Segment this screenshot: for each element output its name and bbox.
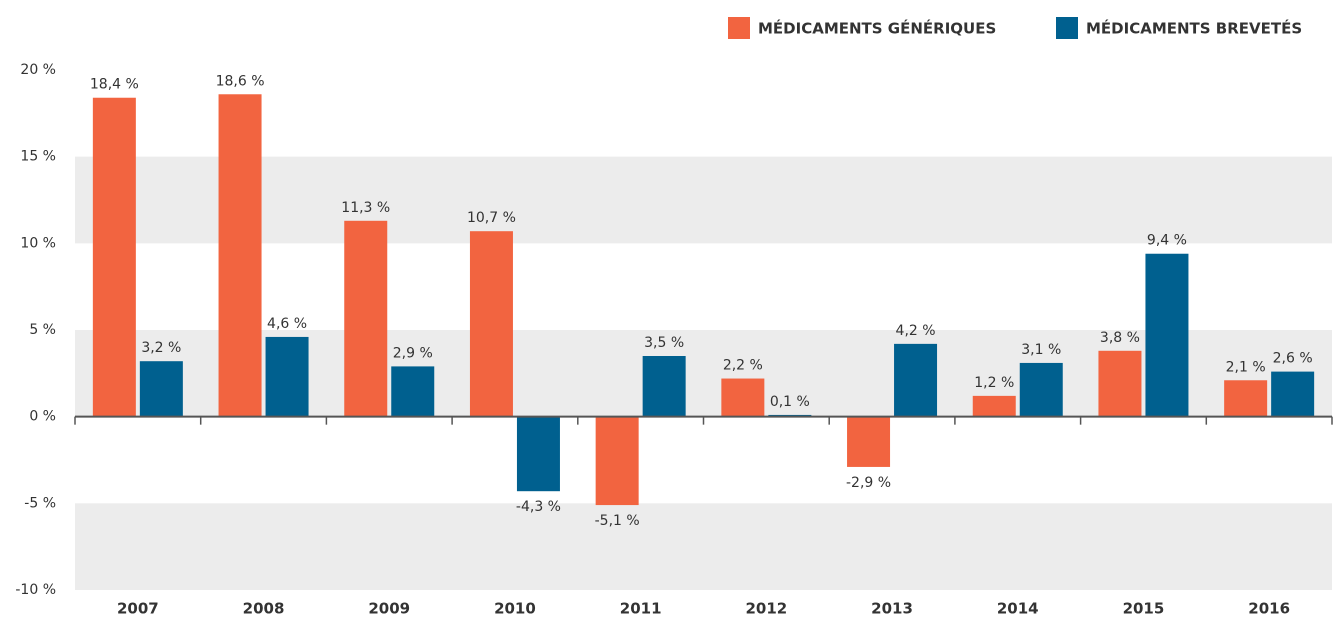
y-tick-label: 15 % xyxy=(20,149,56,165)
bar xyxy=(847,416,891,467)
x-tick-label: 2011 xyxy=(620,600,662,618)
legend-label: MÉDICAMENTS GÉNÉRIQUES xyxy=(758,19,996,38)
bar xyxy=(265,336,309,417)
value-label: -5,1 % xyxy=(595,513,640,529)
value-label: 2,9 % xyxy=(393,345,433,361)
bar xyxy=(391,366,435,417)
x-tick-label: 2010 xyxy=(494,600,536,618)
value-label: 0,1 % xyxy=(770,394,810,410)
bar xyxy=(1271,371,1315,417)
bar xyxy=(972,395,1016,417)
value-label: 4,2 % xyxy=(896,323,936,339)
grid-band xyxy=(75,503,1332,590)
bar xyxy=(92,97,136,417)
y-tick-label: 10 % xyxy=(20,235,56,251)
legend-swatch xyxy=(1056,17,1078,39)
value-label: -2,9 % xyxy=(846,475,891,491)
value-label: 9,4 % xyxy=(1147,233,1187,249)
y-tick-label: 20 % xyxy=(20,62,56,78)
value-label: 3,8 % xyxy=(1100,330,1140,346)
bar xyxy=(218,94,262,417)
bar xyxy=(139,361,183,417)
legend-label: MÉDICAMENTS BREVETÉS xyxy=(1086,19,1302,38)
bar xyxy=(721,378,765,417)
value-label: 1,2 % xyxy=(974,375,1014,391)
value-label: 2,1 % xyxy=(1226,359,1266,375)
value-label: -4,3 % xyxy=(516,499,561,515)
legend-swatch xyxy=(728,17,750,39)
y-tick-label: -5 % xyxy=(24,495,56,511)
value-label: 10,7 % xyxy=(467,210,516,226)
value-label: 3,1 % xyxy=(1021,342,1061,358)
value-label: 11,3 % xyxy=(341,200,390,216)
x-tick-label: 2012 xyxy=(745,600,787,618)
value-label: 2,2 % xyxy=(723,358,763,374)
x-tick-label: 2013 xyxy=(871,600,913,618)
x-tick-label: 2008 xyxy=(243,600,285,618)
value-label: 18,6 % xyxy=(216,73,265,89)
x-tick-label: 2016 xyxy=(1248,600,1290,618)
bar xyxy=(642,356,686,417)
bar xyxy=(1019,362,1063,417)
x-tick-label: 2014 xyxy=(997,600,1039,618)
x-tick-label: 2015 xyxy=(1123,600,1165,618)
grid-band xyxy=(75,156,1332,244)
y-tick-label: 5 % xyxy=(29,322,56,338)
value-label: 18,4 % xyxy=(90,77,139,93)
bar xyxy=(1098,350,1142,417)
bar xyxy=(1224,380,1268,417)
grid-band xyxy=(75,330,1332,417)
y-tick-label: -10 % xyxy=(15,582,56,598)
bar xyxy=(595,416,639,506)
bar xyxy=(344,220,388,417)
x-tick-label: 2007 xyxy=(117,600,159,618)
y-tick-label: 0 % xyxy=(29,409,56,425)
x-tick-label: 2009 xyxy=(368,600,410,618)
value-label: 3,2 % xyxy=(141,340,181,356)
bar xyxy=(1145,253,1189,417)
value-label: 4,6 % xyxy=(267,316,307,332)
value-label: 3,5 % xyxy=(644,335,684,351)
bar xyxy=(469,231,513,417)
bar xyxy=(516,416,560,492)
bar xyxy=(894,343,938,417)
value-label: 2,6 % xyxy=(1273,351,1313,367)
